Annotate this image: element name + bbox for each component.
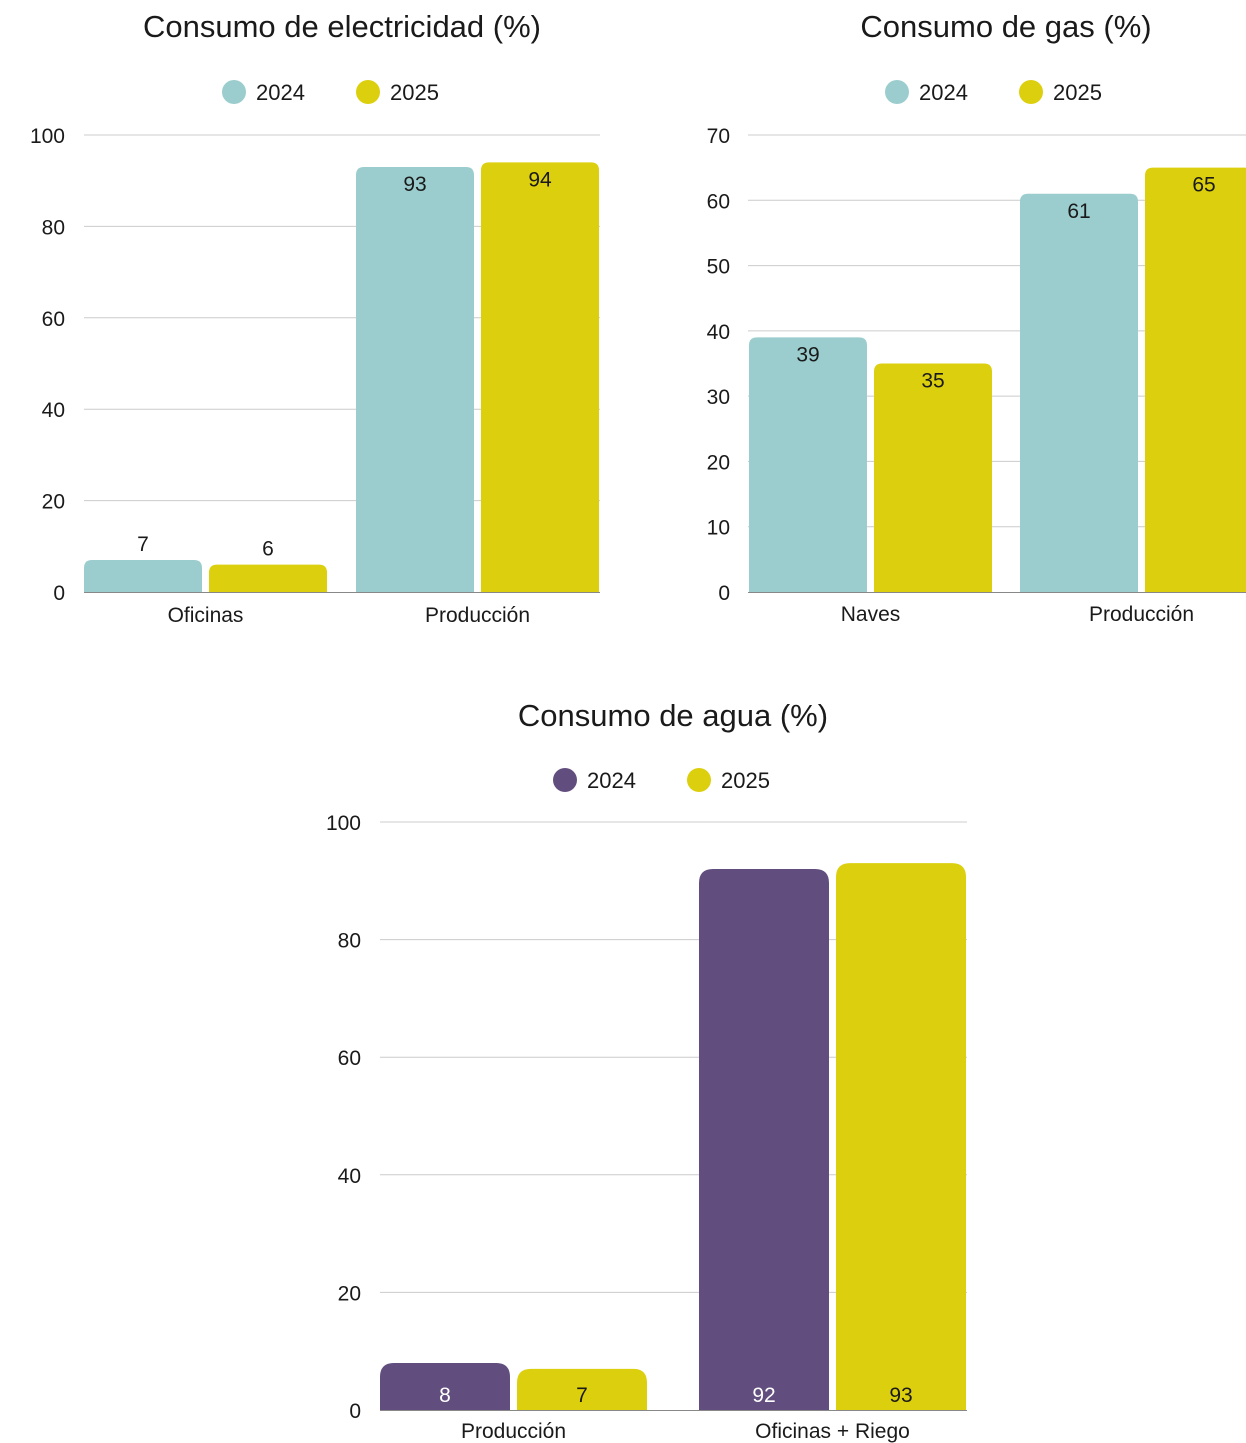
- x-category-label: Producción: [425, 604, 530, 627]
- bar-2025-Naves[interactable]: [874, 363, 992, 593]
- bar-2024-Producción[interactable]: [1020, 193, 1138, 592]
- legend-swatch: [687, 768, 711, 792]
- y-tick-label: 60: [707, 190, 730, 213]
- data-label: 65: [1192, 174, 1215, 197]
- x-category-label: Oficinas: [168, 604, 244, 627]
- y-tick-label: 30: [707, 386, 730, 409]
- legend-swatch: [356, 80, 380, 104]
- y-tick-label: 50: [707, 256, 730, 279]
- bar-2025-Producción[interactable]: [517, 1368, 647, 1410]
- chart-2: Consumo de gas (%) 2024 2025 0 10 20 30 40 50 60 7…: [707, 9, 1246, 626]
- y-tick-label: 20: [338, 1282, 361, 1305]
- data-label: 94: [528, 168, 552, 191]
- chart-title: Consumo de electricidad (%): [143, 9, 541, 44]
- data-label: 61: [1067, 200, 1090, 223]
- y-tick-label: 20: [42, 491, 65, 514]
- chart-1: Consumo de electricidad (%) 2024 2025 0 20 40…: [30, 9, 600, 627]
- data-label: 6: [262, 538, 274, 561]
- bar-2024-Producción[interactable]: [356, 166, 474, 593]
- y-tick-label: 60: [338, 1047, 361, 1070]
- y-tick-label: 0: [349, 1400, 361, 1423]
- chart-title: Consumo de agua (%): [518, 698, 828, 733]
- y-tick-label: 40: [42, 399, 65, 422]
- x-category-label: Naves: [841, 603, 901, 626]
- data-label: 93: [403, 173, 426, 196]
- data-label: 93: [889, 1384, 912, 1407]
- legend-item-2025[interactable]: 2025: [1019, 80, 1102, 105]
- x-category-label: Oficinas + Riego: [755, 1420, 910, 1443]
- bar-2025-Oficinas[interactable]: [209, 564, 327, 592]
- legend-item-2024[interactable]: 2024: [885, 80, 968, 105]
- legend-item-2025[interactable]: 2025: [356, 80, 439, 105]
- x-category-label: Producción: [461, 1420, 566, 1443]
- data-label: 7: [137, 533, 149, 556]
- y-tick-label: 0: [718, 582, 730, 605]
- legend-label: 2024: [587, 768, 636, 793]
- bar-2025-Producción[interactable]: [481, 162, 599, 593]
- legend-swatch: [1019, 80, 1043, 104]
- legend-label: 2025: [390, 80, 439, 105]
- chart-title: Consumo de gas (%): [860, 9, 1151, 44]
- legend-swatch: [553, 768, 577, 792]
- legend-item-2024[interactable]: 2024: [553, 768, 636, 793]
- y-tick-label: 0: [53, 582, 65, 605]
- legend-label: 2024: [919, 80, 968, 105]
- y-tick-label: 10: [707, 517, 730, 540]
- y-tick-label: 80: [338, 930, 361, 953]
- chart-3: Consumo de agua (%) 2024 2025 0 20 40 60 80 100 8…: [326, 698, 967, 1443]
- legend-item-2025[interactable]: 2025: [687, 768, 770, 793]
- y-tick-label: 100: [326, 812, 361, 835]
- y-tick-label: 40: [707, 321, 730, 344]
- legend-label: 2025: [721, 768, 770, 793]
- data-label: 8: [439, 1384, 451, 1407]
- y-tick-label: 60: [42, 308, 65, 331]
- y-tick-label: 40: [338, 1165, 361, 1188]
- legend-swatch: [222, 80, 246, 104]
- y-tick-label: 100: [30, 125, 65, 148]
- y-tick-label: 80: [42, 216, 65, 239]
- legend-swatch: [885, 80, 909, 104]
- x-category-label: Producción: [1089, 603, 1194, 626]
- legend-label: 2024: [256, 80, 305, 105]
- legend-label: 2025: [1053, 80, 1102, 105]
- bar-2024-Oficinas[interactable]: [84, 560, 202, 592]
- bar-2025-Oficinas + Riego[interactable]: [836, 863, 966, 1410]
- bar-2024-Producción[interactable]: [380, 1362, 510, 1410]
- data-label: 35: [921, 370, 944, 393]
- data-label: 39: [796, 343, 819, 366]
- legend-item-2024[interactable]: 2024: [222, 80, 305, 105]
- bar-2025-Producción[interactable]: [1145, 167, 1246, 592]
- data-label: 92: [752, 1384, 775, 1407]
- data-label: 7: [576, 1384, 588, 1407]
- y-tick-label: 20: [707, 451, 730, 474]
- bar-2024-Oficinas + Riego[interactable]: [699, 869, 829, 1410]
- bar-2024-Naves[interactable]: [749, 337, 867, 592]
- y-tick-label: 70: [707, 125, 730, 148]
